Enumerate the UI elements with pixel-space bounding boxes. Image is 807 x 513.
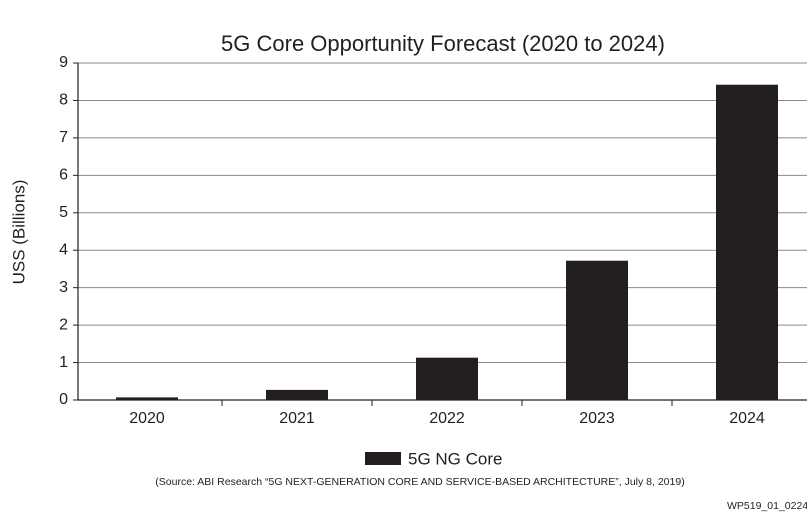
bar	[266, 389, 328, 400]
y-tick-label: 8	[59, 92, 68, 109]
bar	[716, 84, 778, 401]
y-axis-label: USS (Billions)	[9, 180, 28, 285]
x-tick-label: 2024	[729, 410, 765, 427]
x-tick-label: 2023	[579, 410, 615, 427]
footer-code: WP519_01_02242	[727, 500, 807, 512]
y-tick-label: 5	[59, 204, 68, 221]
x-tick-label: 2021	[279, 410, 315, 427]
y-tick-label: 6	[59, 167, 68, 184]
source-note: (Source: ABI Research “5G NEXT-GENERATIO…	[155, 476, 684, 488]
y-tick-label: 7	[59, 129, 68, 146]
y-tick-label: 4	[59, 241, 68, 258]
y-tick-label: 2	[59, 316, 68, 333]
y-tick-label: 3	[59, 279, 68, 296]
y-tick-label: 9	[59, 54, 68, 71]
bar	[566, 260, 628, 400]
legend-label: 5G NG Core	[408, 449, 502, 468]
y-tick-label: 0	[59, 391, 68, 408]
bar	[116, 397, 178, 400]
chart-title: 5G Core Opportunity Forecast (2020 to 20…	[221, 31, 665, 56]
y-tick-label: 1	[59, 354, 68, 371]
x-tick-label: 2022	[429, 410, 465, 427]
bar	[416, 357, 478, 400]
x-tick-label: 2020	[129, 410, 165, 427]
legend-swatch	[365, 452, 401, 465]
